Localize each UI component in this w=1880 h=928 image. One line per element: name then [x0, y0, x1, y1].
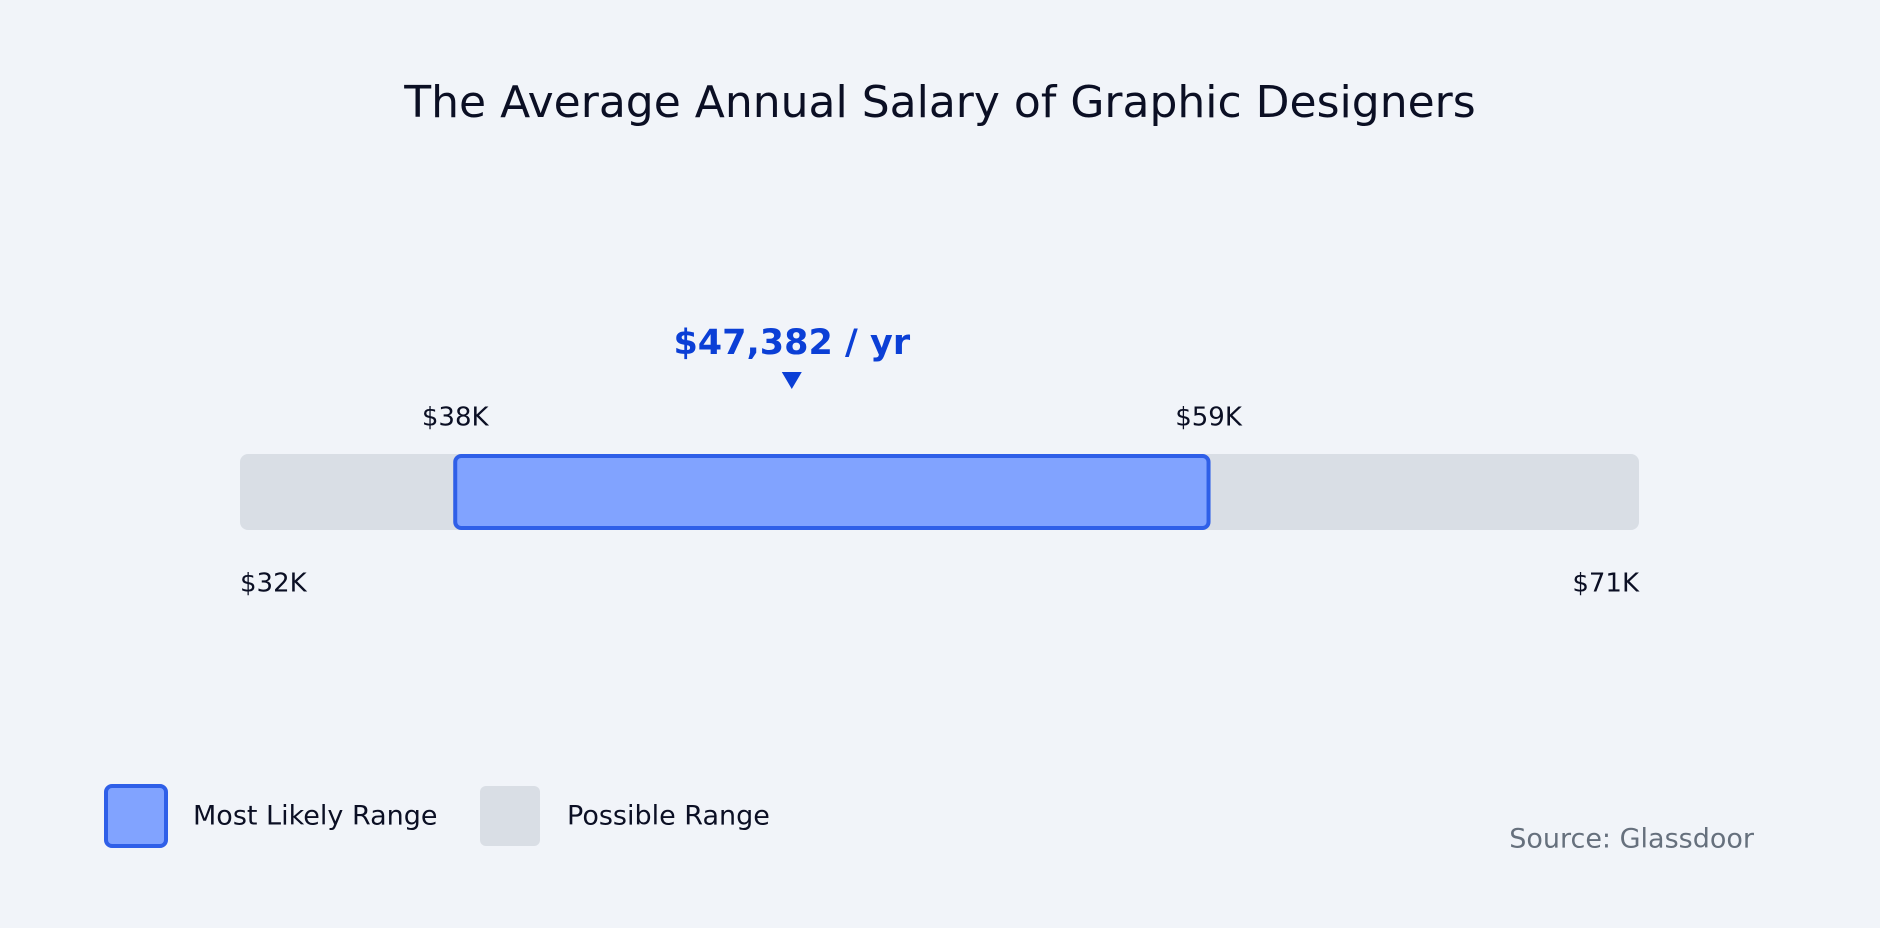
range-label: $71K	[1572, 569, 1640, 599]
range-label: $32K	[240, 569, 308, 599]
legend-label: Possible Range	[567, 801, 770, 832]
likely-range-bar	[453, 454, 1211, 530]
source: Source: Glassdoor	[1509, 824, 1755, 855]
range-label: $38K	[422, 403, 490, 433]
legend-swatch	[480, 786, 540, 846]
legend-swatch	[104, 784, 168, 848]
average-label: $47,382 / yr	[673, 323, 910, 363]
legend-label: Most Likely Range	[193, 801, 438, 832]
range-label: $59K	[1175, 403, 1243, 433]
average-marker	[781, 372, 802, 389]
chart-title: The Average Annual Salary of Graphic Des…	[403, 77, 1475, 128]
